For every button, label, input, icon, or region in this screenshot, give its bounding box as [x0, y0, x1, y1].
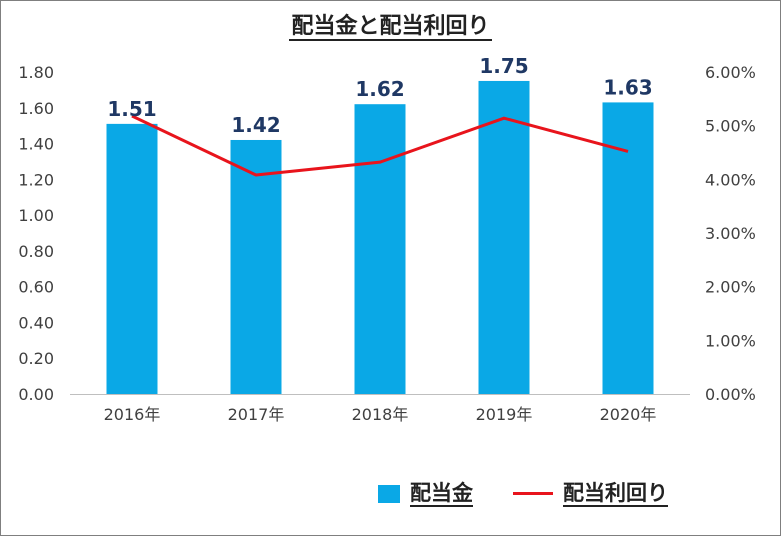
legend-swatch-bar: [378, 484, 400, 503]
legend-label-bar: 配当金: [410, 481, 473, 508]
right-tick-label: 3.00%: [705, 224, 756, 243]
left-tick-label: 1.80: [18, 63, 54, 82]
left-tick-label: 0.00: [18, 385, 54, 404]
legend-item-bar: 配当金: [378, 481, 473, 508]
right-tick-label: 1.00%: [705, 331, 756, 350]
x-tick-label: 2020年: [600, 405, 657, 424]
bar: [106, 123, 158, 394]
bar-data-label: 1.51: [107, 97, 156, 121]
right-tick-label: 5.00%: [705, 117, 756, 136]
left-tick-label: 0.60: [18, 278, 54, 297]
x-tick-label: 2017年: [228, 405, 285, 424]
bar: [230, 139, 282, 394]
chart-title: 配当金と配当利回り: [0, 8, 781, 41]
left-tick-label: 1.00: [18, 206, 54, 225]
chart-title-text: 配当金と配当利回り: [289, 14, 492, 41]
legend-item-line: 配当利回り: [513, 481, 668, 508]
right-tick-label: 0.00%: [705, 385, 756, 404]
bar-series: [106, 80, 654, 395]
bar-data-label: 1.62: [355, 77, 404, 101]
right-tick-label: 6.00%: [705, 63, 756, 82]
x-tick-label: 2016年: [104, 405, 161, 424]
left-tick-label: 1.40: [18, 135, 54, 154]
right-tick-label: 4.00%: [705, 170, 756, 189]
bar-data-labels: 1.51 1.42 1.62 1.75 1.63: [107, 54, 652, 137]
bar-data-label: 1.75: [479, 54, 528, 78]
left-tick-label: 0.40: [18, 313, 54, 332]
bar-data-label: 1.42: [231, 113, 280, 137]
x-tick-label: 2018年: [352, 405, 409, 424]
left-tick-label: 1.60: [18, 99, 54, 118]
left-tick-label: 0.80: [18, 242, 54, 261]
left-tick-label: 1.20: [18, 170, 54, 189]
x-tick-label: 2019年: [476, 405, 533, 424]
bar: [478, 80, 530, 394]
left-tick-label: 0.20: [18, 349, 54, 368]
bar-data-label: 1.63: [603, 75, 652, 99]
legend-label-line: 配当利回り: [563, 481, 668, 508]
right-tick-label: 2.00%: [705, 278, 756, 297]
legend: 配当金 配当利回り: [378, 478, 668, 510]
left-axis: 0.00 0.20 0.40 0.60 0.80 1.00 1.20 1.40 1.60 1.80: [18, 63, 54, 404]
x-axis: 2016年 2017年 2018年 2019年 2020年: [104, 405, 657, 424]
bar: [354, 104, 406, 394]
line-series: [131, 114, 629, 177]
legend-swatch-line: [513, 492, 553, 496]
right-axis: 0.00% 1.00% 2.00% 3.00% 4.00% 5.00% 6.00%: [705, 63, 756, 404]
